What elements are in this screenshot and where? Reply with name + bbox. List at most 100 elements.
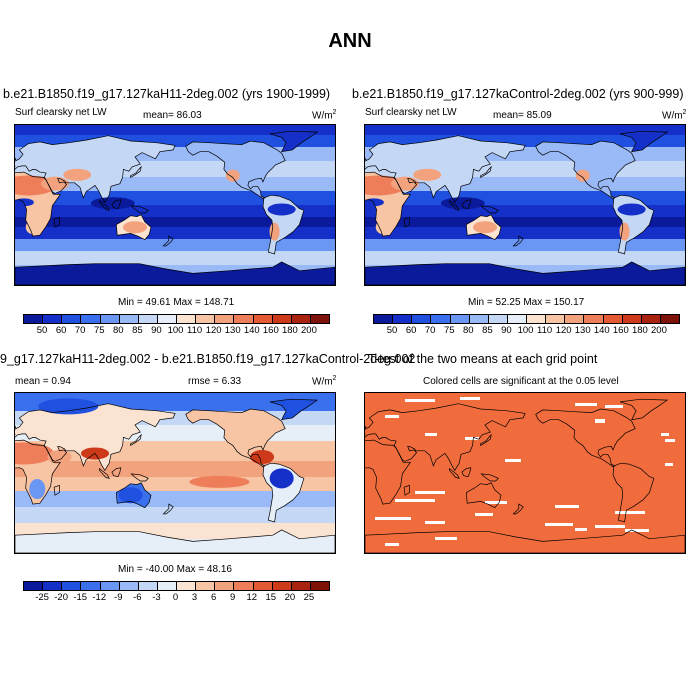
colorbar-swatch	[291, 582, 311, 590]
coastline-greenland	[619, 130, 669, 153]
colorbar-swatch	[215, 582, 235, 590]
colorbar-swatch	[450, 315, 470, 323]
coastline-borneo	[461, 199, 472, 210]
coastline-nz	[512, 235, 524, 247]
coastline-png	[130, 205, 149, 214]
coastline-samerica	[612, 462, 655, 523]
colorbar-swatch	[253, 582, 273, 590]
panel4-title: T-test of the two means at each grid poi…	[368, 352, 598, 366]
panel4-subtitle: Colored cells are significant at the 0.0…	[423, 376, 619, 387]
coastline-madagascar	[53, 216, 60, 228]
colorbar-swatch	[234, 315, 254, 323]
colorbar-tick-label: 60	[405, 325, 417, 336]
colorbar-tick-label: 85	[482, 325, 493, 336]
coastline-greenland	[619, 398, 669, 421]
colorbar-swatch	[546, 315, 566, 323]
colorbar-swatch	[62, 315, 82, 323]
colorbar-swatch	[291, 315, 311, 323]
colorbar-swatch	[374, 315, 394, 323]
colorbar-tick-label: 180	[281, 325, 298, 336]
figure-title: ANN	[328, 30, 372, 52]
colorbar-swatch	[196, 582, 216, 590]
panel4-map	[364, 392, 686, 554]
panel3-units: W/m2	[312, 375, 337, 388]
colorbar-tick-label: 180	[631, 325, 648, 336]
panel2-map	[364, 124, 686, 286]
coastline-samerica	[612, 194, 655, 255]
colorbar-tick-label: 6	[210, 592, 217, 603]
colorbar-tick-label: 0	[172, 592, 179, 603]
coastline-sumatra	[449, 199, 460, 211]
colorbar-swatch	[177, 582, 197, 590]
panel2-variable: Surf clearsky net LW	[365, 107, 457, 118]
coastline-antarctica	[15, 261, 335, 285]
colorbar-tick-label: 140	[593, 325, 610, 336]
colorbar-tick-label: 130	[574, 325, 591, 336]
colorbar-swatch	[660, 315, 679, 323]
panel2-minmax: Min = 52.25 Max = 150.17	[468, 297, 585, 308]
coastline-samerica	[262, 462, 305, 523]
colorbar-swatch	[43, 315, 63, 323]
colorbar-swatch	[177, 315, 197, 323]
colorbar-tick-label: 12	[246, 592, 258, 603]
colorbar-tick-label: 25	[303, 592, 315, 603]
coastline-png	[130, 473, 149, 482]
panel1-variable: Surf clearsky net LW	[15, 107, 107, 118]
colorbar-tick-label: 160	[612, 325, 629, 336]
colorbar-swatch	[43, 582, 63, 590]
colorbar-tick-label: 50	[36, 325, 48, 336]
coastline-madagascar	[403, 216, 410, 228]
coastline-aus	[465, 482, 502, 509]
colorbar-swatch	[603, 315, 623, 323]
colorbar-tick-label: 100	[167, 325, 184, 336]
colorbar-swatch	[310, 582, 329, 590]
coastline-namerica	[535, 140, 636, 200]
colorbar-tick-label: 90	[501, 325, 512, 336]
colorbar-swatch	[119, 582, 139, 590]
colorbar-swatch	[272, 582, 292, 590]
coastline-africa	[365, 171, 411, 237]
colorbar-swatch	[196, 315, 216, 323]
coastline-nz	[162, 235, 174, 247]
coastline-uk	[365, 425, 367, 429]
colorbar-tick-label: -6	[133, 592, 142, 603]
colorbar-tick-label: 3	[191, 592, 198, 603]
colorbar-tick-label: 15	[265, 592, 277, 603]
coastline-eurasia	[365, 403, 526, 471]
colorbar-tick-label: 85	[132, 325, 143, 336]
coastline-eurasia	[15, 135, 176, 203]
colorbar-swatch	[310, 315, 329, 323]
coastline-uk	[15, 425, 17, 429]
coastline-borneo	[111, 467, 122, 478]
panel3-minmax: Min = -40.00 Max = 48.16	[118, 564, 232, 575]
colorbar-tick-label: 9	[230, 592, 236, 603]
coastline-sumatra	[449, 467, 460, 479]
colorbar-tick-label: 60	[55, 325, 67, 336]
coastline-africa	[15, 171, 61, 237]
coastline-japan	[480, 165, 492, 179]
coastline-aus	[465, 214, 502, 241]
coastline-aus	[115, 482, 152, 509]
coastline-samerica	[262, 194, 305, 255]
colorbar-swatch	[157, 315, 177, 323]
colorbar-swatch	[119, 315, 139, 323]
coastline-sumatra	[99, 467, 110, 479]
colorbar-swatch	[81, 582, 101, 590]
colorbar-tick-label: 80	[113, 325, 124, 336]
colorbar-tick-label: 160	[262, 325, 279, 336]
coastline-sumatra	[99, 199, 110, 211]
coastline-nz	[162, 503, 174, 515]
coastline-japan	[480, 433, 492, 447]
colorbar-tick-label: 130	[224, 325, 241, 336]
colorbar-swatch	[393, 315, 413, 323]
colorbar-swatch	[527, 315, 547, 323]
panel3-colorbar	[23, 581, 330, 591]
panel1-colorbar-labels: 50 60 70 75 80 85 90 100 110 120 130 140 160 180 200	[23, 325, 330, 337]
colorbar-tick-label: -15	[73, 592, 88, 603]
colorbar-tick-label: 200	[651, 325, 667, 336]
colorbar-swatch	[138, 582, 158, 590]
coastline-japan	[130, 165, 142, 179]
coastline-antarctica	[365, 261, 685, 285]
panel3-rmse: rmse = 6.33	[188, 376, 242, 387]
colorbar-swatch	[584, 315, 604, 323]
